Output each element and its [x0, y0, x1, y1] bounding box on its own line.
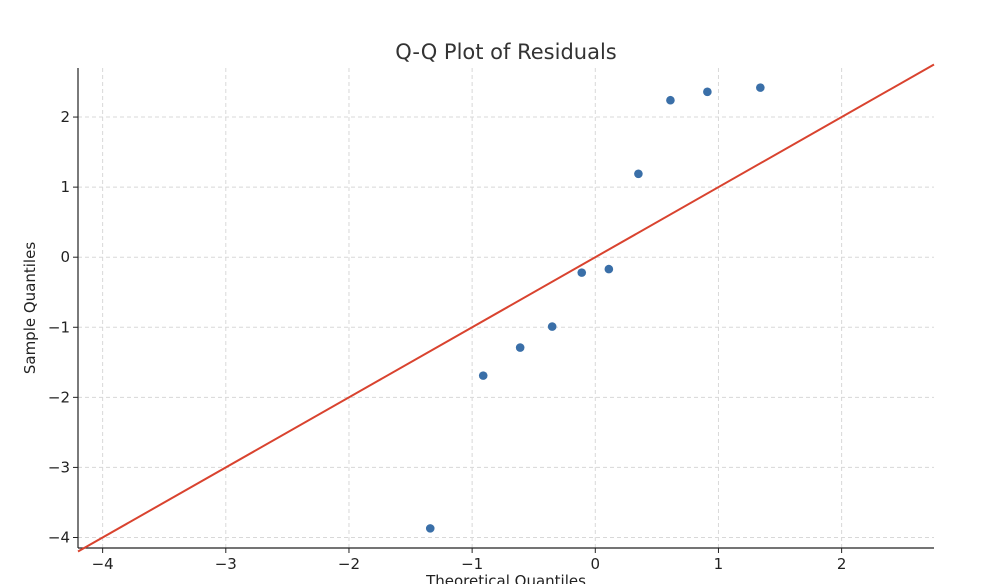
- y-axis-label: Sample Quantiles: [21, 242, 39, 374]
- x-tick-label: −4: [92, 555, 114, 573]
- data-point: [425, 524, 435, 533]
- x-tick-label: 1: [714, 555, 724, 573]
- points-layer: [425, 83, 765, 533]
- axes: [73, 68, 934, 553]
- tick-labels: −4 −3 −2 −1 0 1 2 −4 −3 −2 −1 0 1 2: [48, 108, 847, 573]
- y-tick-label: 0: [60, 248, 70, 266]
- y-tick-label: −2: [48, 388, 70, 406]
- y-tick-label: 2: [60, 108, 70, 126]
- y-tick-label: 1: [60, 178, 70, 196]
- y-tick-label: −4: [48, 528, 70, 546]
- reference-line: [77, 63, 935, 553]
- data-point: [666, 95, 675, 105]
- reference-line-layer: [77, 63, 935, 553]
- data-point: [547, 322, 557, 331]
- data-point: [515, 343, 525, 352]
- x-axis-label: Theoretical Quantiles: [425, 572, 586, 584]
- data-point: [703, 87, 712, 97]
- grid: [78, 68, 934, 548]
- data-point: [478, 371, 488, 380]
- chart-title: Q-Q Plot of Residuals: [395, 40, 616, 64]
- data-point: [756, 83, 765, 92]
- data-point: [604, 264, 614, 274]
- x-tick-label: −1: [461, 555, 483, 573]
- x-tick-label: −2: [338, 555, 360, 573]
- data-point: [634, 169, 643, 179]
- y-tick-label: −1: [48, 318, 70, 336]
- x-tick-label: −3: [215, 555, 237, 573]
- y-tick-label: −3: [48, 458, 70, 476]
- data-point: [577, 268, 587, 277]
- x-tick-label: 0: [591, 555, 601, 573]
- x-tick-label: 2: [837, 555, 847, 573]
